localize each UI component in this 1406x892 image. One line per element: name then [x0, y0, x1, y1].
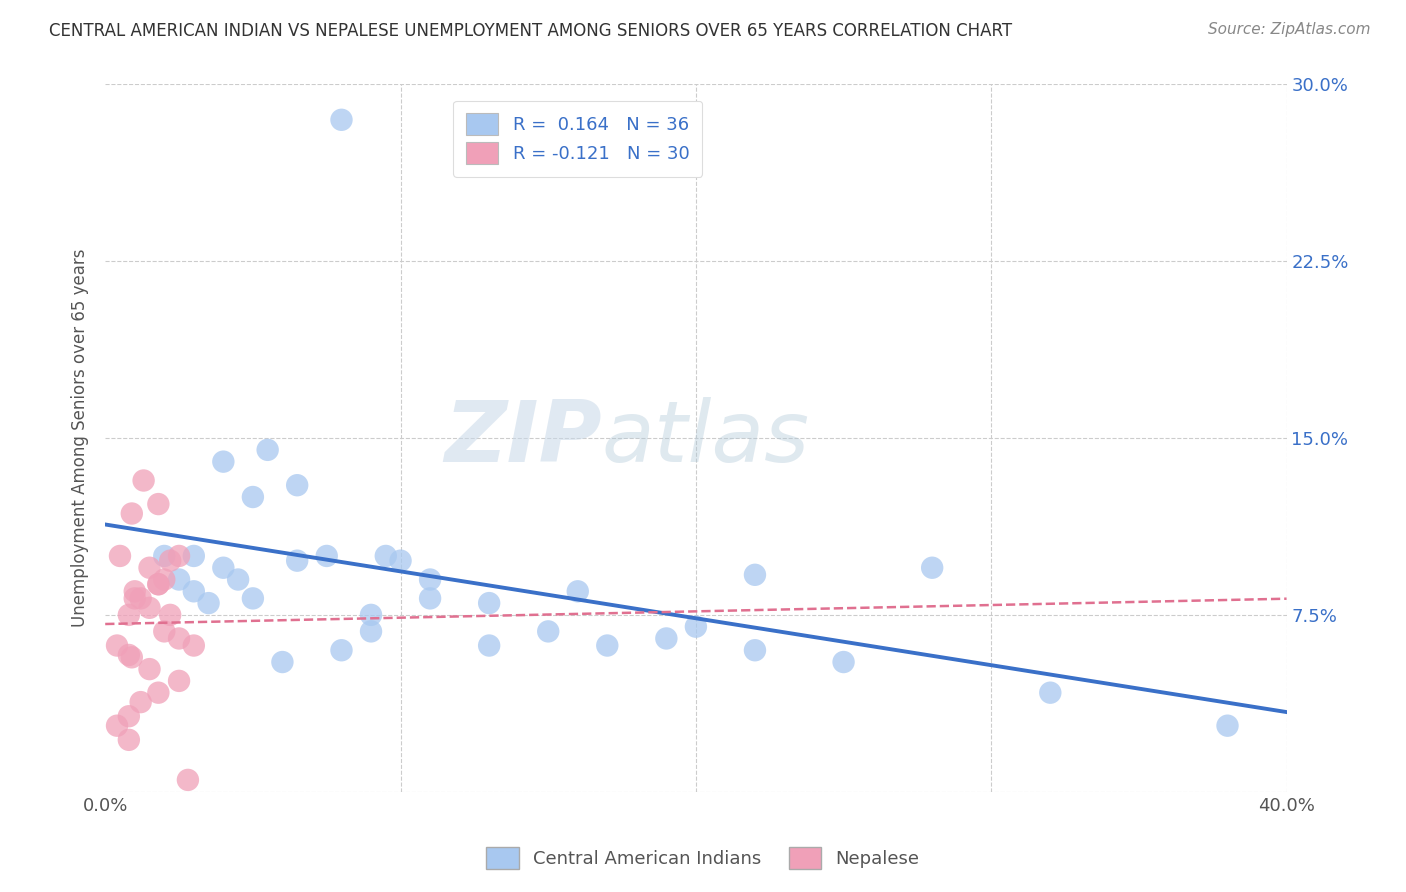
Point [1216, 719, 1239, 733]
Point [121, 650, 143, 665]
Text: Source: ZipAtlas.com: Source: ZipAtlas.com [1208, 22, 1371, 37]
Point [108, 549, 131, 563]
Point [129, 591, 152, 606]
Point [148, 577, 170, 591]
Point [118, 732, 141, 747]
Text: CENTRAL AMERICAN INDIAN VS NEPALESE UNEMPLOYMENT AMONG SENIORS OVER 65 YEARS COR: CENTRAL AMERICAN INDIAN VS NEPALESE UNEM… [49, 22, 1012, 40]
Point [212, 455, 235, 469]
Point [256, 442, 278, 457]
Point [596, 639, 619, 653]
Point [478, 639, 501, 653]
Point [537, 624, 560, 639]
Point [159, 554, 181, 568]
Y-axis label: Unemployment Among Seniors over 65 years: Unemployment Among Seniors over 65 years [72, 249, 89, 627]
Point [148, 686, 170, 700]
Point [197, 596, 219, 610]
Point [153, 624, 176, 639]
Legend: Central American Indians, Nepalese: Central American Indians, Nepalese [479, 839, 927, 876]
Point [330, 643, 353, 657]
Point [138, 662, 160, 676]
Point [1039, 686, 1062, 700]
Point [148, 497, 170, 511]
Point [389, 554, 412, 568]
Point [138, 560, 160, 574]
Point [832, 655, 855, 669]
Point [153, 573, 176, 587]
Point [285, 554, 308, 568]
Point [167, 673, 190, 688]
Point [138, 600, 160, 615]
Point [177, 772, 200, 787]
Point [330, 112, 353, 127]
Point [118, 607, 141, 622]
Point [118, 709, 141, 723]
Text: atlas: atlas [602, 397, 810, 480]
Point [374, 549, 396, 563]
Point [360, 607, 382, 622]
Point [226, 573, 249, 587]
Point [655, 632, 678, 646]
Point [124, 584, 146, 599]
Point [153, 549, 176, 563]
Point [124, 591, 146, 606]
Text: ZIP: ZIP [444, 397, 602, 480]
Point [118, 648, 141, 662]
Point [419, 591, 441, 606]
Point [129, 695, 152, 709]
Point [685, 620, 707, 634]
Point [121, 507, 143, 521]
Point [159, 607, 181, 622]
Point [285, 478, 308, 492]
Point [567, 584, 589, 599]
Point [921, 560, 943, 574]
Point [132, 474, 155, 488]
Point [105, 639, 128, 653]
Point [242, 591, 264, 606]
Point [105, 719, 128, 733]
Point [744, 567, 766, 582]
Point [419, 573, 441, 587]
Point [242, 490, 264, 504]
Point [183, 584, 205, 599]
Point [167, 573, 190, 587]
Point [744, 643, 766, 657]
Point [183, 549, 205, 563]
Legend: R =  0.164   N = 36, R = -0.121   N = 30: R = 0.164 N = 36, R = -0.121 N = 30 [453, 101, 702, 178]
Point [183, 639, 205, 653]
Point [212, 560, 235, 574]
Point [167, 549, 190, 563]
Point [315, 549, 337, 563]
Point [360, 624, 382, 639]
Point [167, 632, 190, 646]
Point [478, 596, 501, 610]
Point [271, 655, 294, 669]
Point [148, 577, 170, 591]
